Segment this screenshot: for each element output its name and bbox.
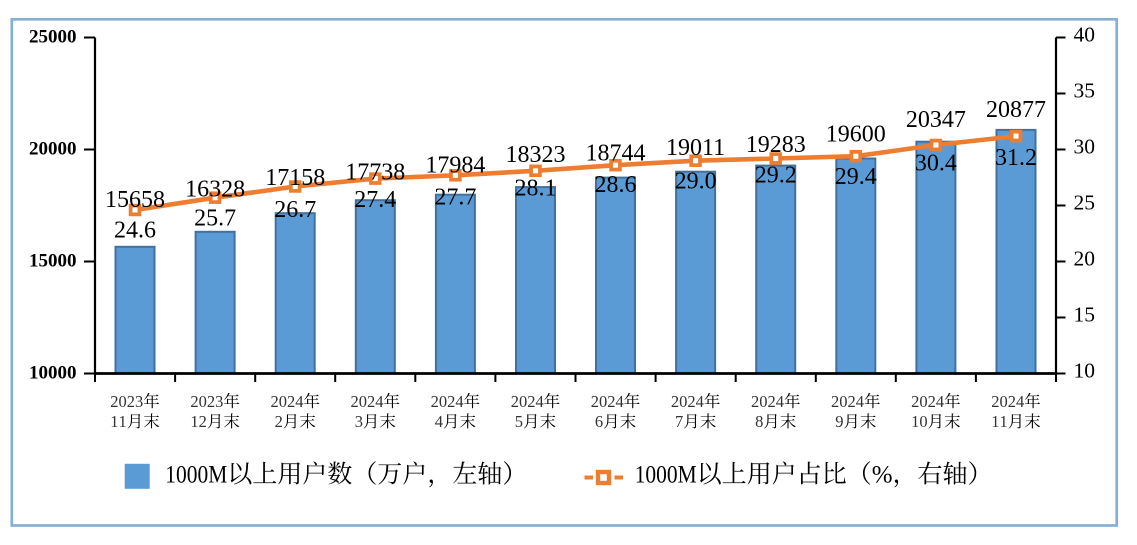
svg-text:29.4: 29.4 [835,164,877,190]
svg-text:12: 12 [190,412,207,431]
svg-text:35: 35 [1074,78,1096,102]
svg-text:2024: 2024 [431,392,464,411]
svg-text:29.2: 29.2 [755,162,797,188]
svg-text:20: 20 [1074,246,1096,270]
svg-text:1000M: 1000M [165,462,227,489]
svg-text:19600: 19600 [826,122,886,148]
svg-text:19011: 19011 [666,135,725,161]
svg-text:30.4: 30.4 [915,151,957,177]
svg-text:%: % [872,462,893,489]
svg-text:9: 9 [835,412,843,431]
svg-text:17738: 17738 [345,159,405,185]
svg-text:28.1: 28.1 [515,176,557,202]
svg-text:15658: 15658 [105,187,165,213]
svg-text:2: 2 [275,412,283,431]
svg-text:3: 3 [355,412,363,431]
svg-text:30: 30 [1074,134,1096,158]
svg-text:10: 10 [911,412,928,431]
svg-text:2024: 2024 [271,392,304,411]
svg-text:2024: 2024 [751,392,784,411]
svg-text:24.6: 24.6 [114,217,156,243]
svg-text:19283: 19283 [746,132,806,158]
svg-text:2024: 2024 [351,392,384,411]
svg-text:29.0: 29.0 [675,168,717,194]
svg-text:31.2: 31.2 [995,145,1037,171]
svg-text:15: 15 [1074,302,1096,326]
svg-text:28.6: 28.6 [595,172,637,198]
svg-text:26.7: 26.7 [274,197,316,223]
svg-text:16328: 16328 [185,177,245,203]
svg-text:2024: 2024 [911,392,944,411]
svg-text:11: 11 [110,412,127,431]
svg-text:2024: 2024 [831,392,864,411]
svg-text:27.4: 27.4 [354,187,396,213]
svg-text:25: 25 [1074,190,1096,214]
svg-text:5: 5 [515,412,523,431]
svg-text:7: 7 [675,412,683,431]
svg-text:10: 10 [1074,358,1096,382]
svg-text:18744: 18744 [586,141,646,167]
svg-text:40: 40 [1074,22,1096,46]
svg-text:10000: 10000 [29,362,77,383]
svg-text:25.7: 25.7 [194,206,236,232]
svg-text:2024: 2024 [511,392,544,411]
svg-text:20877: 20877 [986,97,1046,123]
svg-text:25000: 25000 [29,26,77,47]
svg-text:18323: 18323 [506,142,566,168]
svg-text:2024: 2024 [591,392,624,411]
svg-text:27.7: 27.7 [434,184,476,210]
svg-text:6: 6 [595,412,603,431]
svg-text:15000: 15000 [29,250,77,271]
svg-text:17984: 17984 [425,152,485,178]
svg-text:8: 8 [755,412,763,431]
svg-text:20347: 20347 [906,107,966,133]
svg-text:17158: 17158 [265,165,325,191]
svg-text:1000M: 1000M [635,462,697,489]
svg-text:11: 11 [991,412,1008,431]
svg-text:20000: 20000 [29,138,77,159]
svg-text:2024: 2024 [671,392,704,411]
svg-text:2023: 2023 [190,392,223,411]
svg-text:2023: 2023 [110,392,143,411]
svg-text:4: 4 [435,412,443,431]
svg-text:2024: 2024 [991,392,1024,411]
